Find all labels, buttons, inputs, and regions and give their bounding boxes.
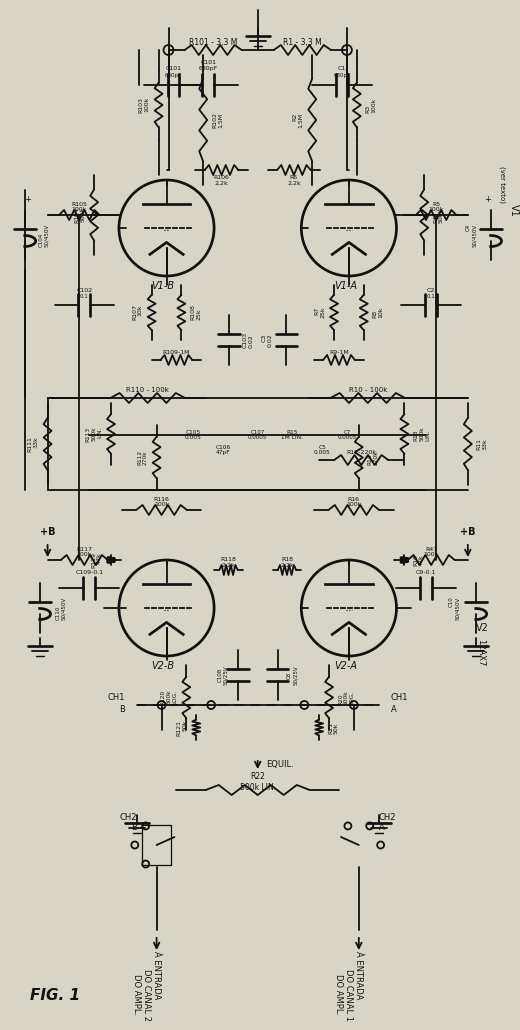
Text: 680pF: 680pF: [333, 73, 350, 78]
Text: EQUIL.: EQUIL.: [266, 760, 293, 769]
Text: R1 - 3,3 M: R1 - 3,3 M: [283, 37, 322, 46]
Text: À ENTRADA: À ENTRADA: [152, 951, 161, 999]
Text: B: B: [119, 706, 125, 715]
Text: R19
47k: R19 47k: [413, 554, 424, 566]
Text: FIG. 1: FIG. 1: [30, 988, 80, 1002]
Text: C102: C102: [76, 288, 93, 294]
Text: C1: C1: [338, 67, 346, 71]
Text: C104
50/450V: C104 50/450V: [38, 224, 49, 246]
Text: +B: +B: [40, 527, 55, 537]
Text: R101 - 3,3 M: R101 - 3,3 M: [189, 37, 237, 46]
Text: R103
100k: R103 100k: [139, 97, 150, 113]
Text: C103
0.02: C103 0.02: [243, 332, 254, 348]
Text: R5
100k: R5 100k: [428, 202, 444, 212]
Text: R104
500k: R104 500k: [74, 207, 85, 224]
Text: DO AMPL.: DO AMPL.: [334, 974, 344, 1016]
Text: R22
500k LIN.: R22 500k LIN.: [240, 772, 276, 792]
Text: R2
1,5M: R2 1,5M: [293, 112, 303, 128]
Text: V2-A: V2-A: [334, 661, 357, 671]
Text: R16
100k: R16 100k: [346, 496, 361, 508]
Text: DO AMPL.: DO AMPL.: [132, 974, 141, 1016]
Text: R18
2,2k: R18 2,2k: [280, 556, 294, 568]
Text: R14
270k: R14 270k: [368, 450, 379, 465]
Text: R8
10k: R8 10k: [373, 307, 383, 318]
Text: 0.1: 0.1: [427, 295, 436, 300]
Text: CH1: CH1: [108, 692, 125, 701]
Text: C105
0.005: C105 0.005: [185, 430, 202, 441]
Text: A: A: [391, 706, 396, 715]
Text: +B: +B: [460, 527, 476, 537]
Text: 12AX7: 12AX7: [476, 640, 485, 666]
Text: C4
50/450V: C4 50/450V: [466, 224, 477, 246]
Text: C106
47pF: C106 47pF: [215, 445, 230, 455]
Text: C2: C2: [427, 288, 435, 294]
Text: C5
0.005: C5 0.005: [314, 445, 331, 455]
Text: C109-0.1: C109-0.1: [75, 571, 103, 576]
Text: C9-0.1: C9-0.1: [416, 571, 436, 576]
Text: R4
500k: R4 500k: [433, 207, 444, 222]
Text: R3
100k: R3 100k: [366, 97, 376, 112]
Text: V1-B: V1-B: [152, 281, 175, 291]
Text: R11
33k: R11 33k: [477, 438, 488, 450]
Text: R106
2,2k: R106 2,2k: [214, 175, 229, 185]
Text: C110
50/450V: C110 50/450V: [56, 596, 67, 620]
Text: +: +: [484, 196, 491, 205]
Text: R121
50k: R121 50k: [176, 720, 187, 735]
Text: R21
50k: R21 50k: [328, 721, 339, 733]
Text: R12-220k: R12-220k: [346, 449, 376, 454]
Text: R10 - 100k: R10 - 100k: [348, 387, 387, 393]
Text: A: A: [379, 823, 384, 831]
Text: R113
500k
LIN.: R113 500k LIN.: [85, 426, 102, 442]
Text: R7
25k: R7 25k: [314, 307, 325, 318]
Text: R6
2,2k: R6 2,2k: [287, 175, 301, 185]
Text: R118
2,2k: R118 2,2k: [220, 556, 237, 568]
Text: (ver texto): (ver texto): [499, 167, 505, 204]
Text: V1-A: V1-A: [334, 281, 357, 291]
Text: CH2: CH2: [379, 813, 396, 822]
Text: R102
1,5M: R102 1,5M: [212, 112, 223, 128]
Text: R116
100k: R116 100k: [153, 496, 170, 508]
Text: CH2: CH2: [119, 813, 137, 822]
Text: V1: V1: [509, 204, 518, 216]
Text: R47
100k: R47 100k: [423, 547, 439, 557]
Text: R20
500k
LOG.: R20 500k LOG.: [338, 690, 355, 705]
Text: CH1: CH1: [391, 692, 408, 701]
Text: C8
50/25V: C8 50/25V: [287, 665, 298, 685]
Text: C101
680pF: C101 680pF: [199, 60, 218, 71]
Text: R110 - 100k: R110 - 100k: [126, 387, 169, 393]
Text: À ENTRADA: À ENTRADA: [354, 951, 363, 999]
Text: C108
50/25V: C108 50/25V: [218, 665, 228, 685]
Text: R108
25k: R108 25k: [190, 305, 201, 320]
Text: R111
33k: R111 33k: [28, 436, 38, 452]
Text: 0.1: 0.1: [80, 295, 88, 300]
Text: V2-B: V2-B: [152, 661, 175, 671]
Text: DO CANAL 2: DO CANAL 2: [142, 969, 151, 1021]
Text: B: B: [131, 823, 137, 831]
Text: R105
100k: R105 100k: [71, 202, 87, 212]
Text: 680pF: 680pF: [165, 73, 182, 78]
Text: R13
500k
LIN.: R13 500k LIN.: [413, 426, 430, 441]
Text: R112
270k: R112 270k: [137, 450, 148, 466]
Text: C10
50/450V: C10 50/450V: [449, 596, 460, 620]
Text: V2: V2: [476, 623, 489, 633]
Text: DO CANAL 1: DO CANAL 1: [344, 969, 354, 1021]
Text: R119
47k: R119 47k: [92, 552, 102, 568]
Text: C107
0.0005: C107 0.0005: [248, 430, 267, 441]
Text: R109-1M: R109-1M: [163, 349, 190, 354]
Text: C7
0.0005: C7 0.0005: [337, 430, 357, 441]
Text: R15
1M LIN.: R15 1M LIN.: [281, 430, 303, 441]
Text: R117
100k: R117 100k: [76, 547, 92, 557]
Text: R9-1M: R9-1M: [329, 349, 349, 354]
Text: C101: C101: [165, 67, 181, 71]
Text: C3
0.02: C3 0.02: [262, 333, 272, 347]
Text: +: +: [24, 196, 31, 205]
Text: R107
10k: R107 10k: [132, 305, 142, 320]
Text: R120
500k
LOG.: R120 500k LOG.: [161, 690, 177, 706]
